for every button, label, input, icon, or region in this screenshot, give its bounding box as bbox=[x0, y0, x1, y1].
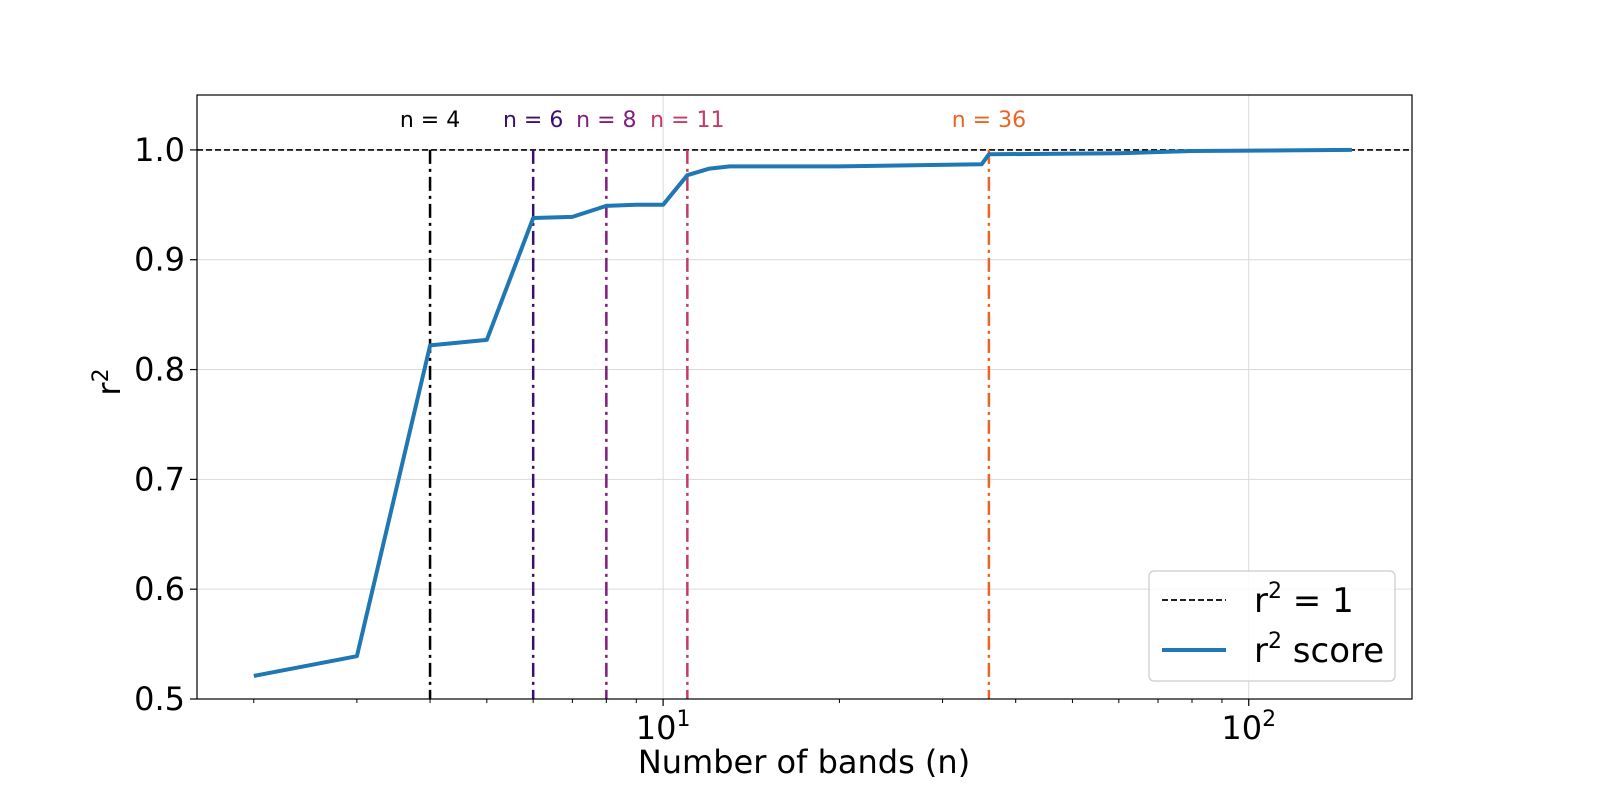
legend-label-base: r bbox=[1254, 581, 1268, 621]
y-axis-label-sup: 2 bbox=[89, 368, 114, 382]
legend: r2 = 1r2 score bbox=[1148, 570, 1396, 682]
legend-label-sup: 2 bbox=[1268, 579, 1282, 604]
legend-label-sup: 2 bbox=[1268, 629, 1282, 654]
legend-label: r2 = 1 bbox=[1254, 579, 1354, 621]
marker-layer: n = 4 n = 6 n = 8 n = 11 n = 36 bbox=[197, 108, 1412, 699]
plot-frame bbox=[196, 94, 1413, 700]
y-tick-label: 0.6 bbox=[134, 570, 185, 608]
x-tick-label: 102 bbox=[1221, 707, 1276, 747]
marker-label: n = 36 bbox=[952, 108, 1026, 133]
marker-label: n = 4 bbox=[400, 108, 460, 133]
y-tick-label: 0.8 bbox=[134, 351, 185, 389]
x-tick-label: 101 bbox=[636, 707, 691, 747]
y-tick-label: 0.9 bbox=[134, 241, 185, 279]
y-axis-label-base: r bbox=[90, 382, 128, 396]
legend-label: r2 score bbox=[1254, 629, 1384, 671]
x-axis-label: Number of bands (n) bbox=[638, 743, 970, 781]
legend-box bbox=[1148, 570, 1396, 682]
legend-label-rest: = 1 bbox=[1282, 581, 1354, 621]
series-layer bbox=[253, 147, 1352, 678]
legend-label-rest: score bbox=[1282, 631, 1384, 671]
y-tick-label: 0.7 bbox=[134, 460, 185, 498]
x-tick-label-exp: 1 bbox=[676, 707, 690, 732]
y-tick-label: 1.0 bbox=[134, 131, 185, 169]
y-tick-label: 0.5 bbox=[134, 680, 185, 718]
x-tick-label-base: 10 bbox=[1221, 709, 1262, 747]
marker-label: n = 8 bbox=[576, 108, 636, 133]
x-tick-label-exp: 2 bbox=[1262, 707, 1276, 732]
y-axis-label: r2 bbox=[89, 368, 128, 395]
legend-label-base: r bbox=[1254, 631, 1268, 671]
x-tick-label-base: 10 bbox=[636, 709, 677, 747]
series-line bbox=[253, 147, 1352, 678]
marker-label: n = 6 bbox=[503, 108, 563, 133]
marker-label: n = 11 bbox=[650, 108, 724, 133]
